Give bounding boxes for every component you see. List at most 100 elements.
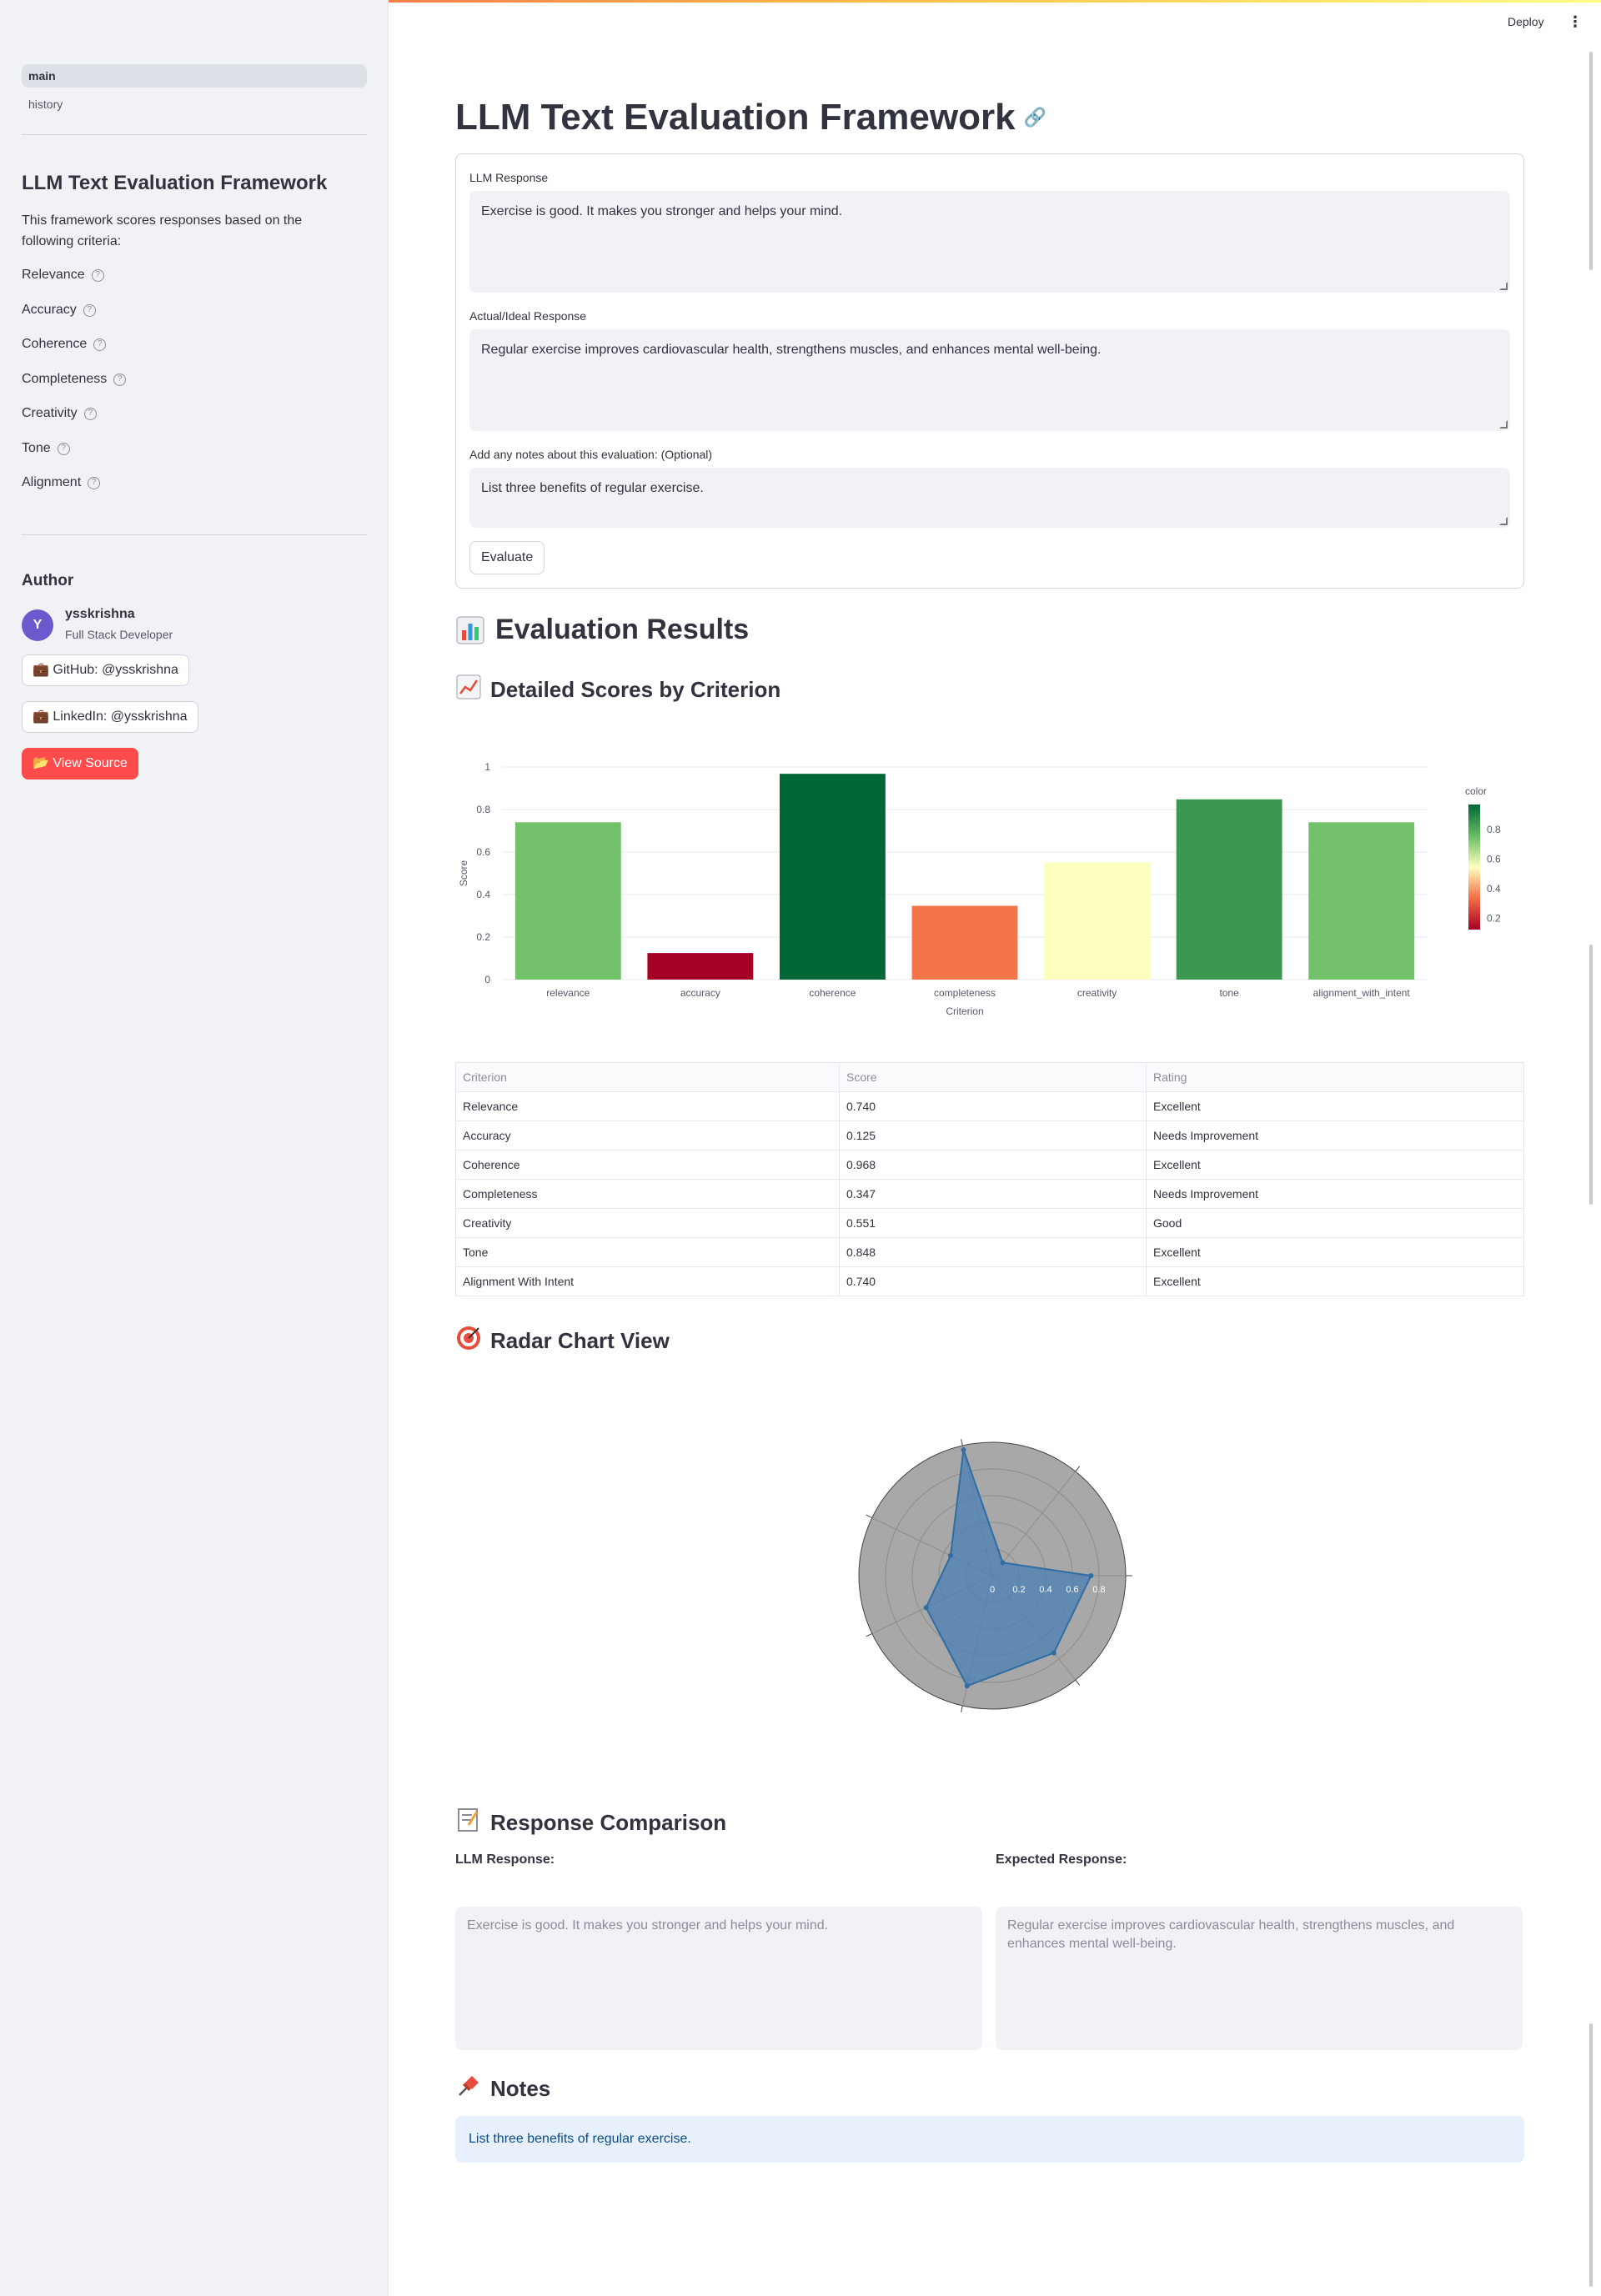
x-tick-label: accuracy xyxy=(680,987,720,999)
evaluation-form: LLM Response Exercise is good. It makes … xyxy=(455,153,1524,589)
bar-tone xyxy=(1176,799,1282,980)
radar-r-tick: 0.8 xyxy=(1092,1585,1105,1595)
criterion-accuracy: Accuracy? xyxy=(22,303,96,318)
bar-alignment_with_intent xyxy=(1308,822,1415,980)
table-cell: 0.125 xyxy=(839,1120,1147,1151)
table-header[interactable]: Score xyxy=(839,1062,1147,1092)
radar-heading-text: Radar Chart View xyxy=(490,1328,670,1353)
y-axis-label: Score xyxy=(458,860,469,887)
x-tick-label: tone xyxy=(1219,987,1239,999)
table-cell: 0.968 xyxy=(839,1150,1147,1180)
table-cell: Excellent xyxy=(1146,1266,1524,1296)
x-tick-label: coherence xyxy=(809,987,856,999)
criterion-relevance: Relevance? xyxy=(22,268,104,283)
y-tick-label: 0.2 xyxy=(476,931,490,943)
sidebar-divider xyxy=(22,534,367,535)
briefcase-icon: 💼 xyxy=(33,663,49,677)
table-cell: 0.347 xyxy=(839,1179,1147,1209)
link-icon[interactable]: 🔗 xyxy=(1023,107,1046,128)
table-header[interactable]: Rating xyxy=(1146,1062,1524,1092)
score-bar-chart: 0 0.2 0.4 0.6 0.8 1 relevance accuracy coherence… xyxy=(458,761,1501,1017)
table-cell: Accuracy xyxy=(455,1120,840,1151)
view-source-button[interactable]: 📂 View Source xyxy=(22,748,138,780)
criterion-coherence: Coherence? xyxy=(22,337,107,352)
colorbar xyxy=(1468,805,1480,930)
author-role: Full Stack Developer xyxy=(65,628,173,641)
linkedin-link-button[interactable]: 💼 LinkedIn: @ysskrishna xyxy=(22,701,198,733)
help-icon[interactable]: ? xyxy=(93,338,107,351)
radar-tick xyxy=(866,1514,873,1519)
bar-creativity xyxy=(1044,862,1150,980)
sidebar-description: This framework scores responses based on… xyxy=(22,213,303,248)
ideal-response-label: Actual/Ideal Response xyxy=(469,309,587,323)
table-cell: Creativity xyxy=(455,1208,840,1238)
notes-heading: Notes xyxy=(455,2073,550,2105)
radar-spoke xyxy=(991,1471,1077,1577)
evaluate-button[interactable]: Evaluate xyxy=(469,541,545,574)
table-header[interactable]: Criterion xyxy=(455,1062,840,1092)
notes-heading-text: Notes xyxy=(490,2076,551,2101)
radar-point xyxy=(923,1605,929,1611)
comparison-heading: Response Comparison xyxy=(455,1807,726,1839)
radar-tick xyxy=(961,1705,963,1712)
top-decoration xyxy=(0,0,1601,3)
sidebar: main history LLM Text Evaluation Framewo… xyxy=(0,0,389,2296)
bar-chart-icon xyxy=(455,615,485,645)
help-icon[interactable]: ? xyxy=(113,373,127,386)
results-heading: Evaluation Results xyxy=(455,614,749,646)
help-icon[interactable]: ? xyxy=(88,476,101,489)
bar-relevance xyxy=(514,822,621,980)
detailed-heading: Detailed Scores by Criterion xyxy=(455,674,780,706)
colorbar-tick: 0.8 xyxy=(1487,824,1501,835)
comparison-llm-textarea[interactable]: Exercise is good. It makes you stronger … xyxy=(455,1907,982,2050)
bar-accuracy xyxy=(647,953,754,980)
github-link-button[interactable]: 💼 GitHub: @ysskrishna xyxy=(22,654,189,686)
table-cell: Alignment With Intent xyxy=(455,1266,840,1296)
table-row: Creativity 0.551 Good xyxy=(455,1208,1524,1238)
help-icon[interactable]: ? xyxy=(83,303,96,317)
criterion-completeness: Completeness? xyxy=(22,372,127,387)
radar-chart: 0 0.2 0.4 0.6 0.8 xyxy=(858,1439,1132,1712)
memo-icon xyxy=(455,1807,482,1839)
criterion-label: Creativity xyxy=(22,406,78,420)
notes-input[interactable]: List three benefits of regular exercise. xyxy=(469,468,1510,528)
more-menu-icon[interactable]: ⋮ xyxy=(1568,13,1583,30)
radar-point xyxy=(1088,1573,1094,1578)
colorbar-tick: 0.4 xyxy=(1487,883,1501,895)
llm-response-label: LLM Response xyxy=(469,171,549,184)
scrollbar-thumb[interactable] xyxy=(1589,52,1593,270)
table-row: Accuracy 0.125 Needs Improvement xyxy=(455,1120,1524,1151)
table-cell: 0.740 xyxy=(839,1266,1147,1296)
linkedin-label: LinkedIn: @ysskrishna xyxy=(53,709,188,724)
comparison-expected-textarea[interactable]: Regular exercise improves cardiovascular… xyxy=(996,1907,1523,2050)
table-cell: 0.848 xyxy=(839,1237,1147,1267)
sidebar-title: LLM Text Evaluation Framework xyxy=(22,172,328,194)
pushpin-icon xyxy=(455,2073,482,2105)
y-tick-label: 1 xyxy=(484,761,490,773)
help-icon[interactable]: ? xyxy=(91,268,104,282)
radar-point xyxy=(1051,1650,1056,1656)
help-icon[interactable]: ? xyxy=(83,407,97,420)
folder-icon: 📂 xyxy=(33,756,49,770)
radar-point xyxy=(961,1447,966,1453)
radar-r-tick: 0.6 xyxy=(1066,1585,1078,1595)
nav-main[interactable]: main xyxy=(22,64,367,88)
nav-history[interactable]: history xyxy=(28,98,63,111)
radar-r-tick: 0.2 xyxy=(1012,1585,1025,1595)
scrollbar-thumb[interactable] xyxy=(1589,2023,1593,2287)
author-name: ysskrishna xyxy=(65,607,135,621)
criterion-alignment: Alignment? xyxy=(22,475,101,490)
llm-response-input[interactable]: Exercise is good. It makes you stronger … xyxy=(469,191,1510,293)
x-tick-label: alignment_with_intent xyxy=(1313,987,1411,999)
help-icon[interactable]: ? xyxy=(57,442,70,455)
y-tick-label: 0.4 xyxy=(476,889,490,900)
deploy-button[interactable]: Deploy xyxy=(1508,15,1544,28)
table-cell: 0.740 xyxy=(839,1091,1147,1121)
scrollbar-thumb[interactable] xyxy=(1589,945,1593,1205)
bar-completeness xyxy=(911,905,1018,980)
ideal-response-input[interactable]: Regular exercise improves cardiovascular… xyxy=(469,329,1510,431)
y-tick-label: 0 xyxy=(484,974,490,985)
radar-point xyxy=(947,1552,953,1558)
radar-r-tick: 0.4 xyxy=(1039,1585,1051,1595)
sidebar-divider xyxy=(22,134,367,135)
